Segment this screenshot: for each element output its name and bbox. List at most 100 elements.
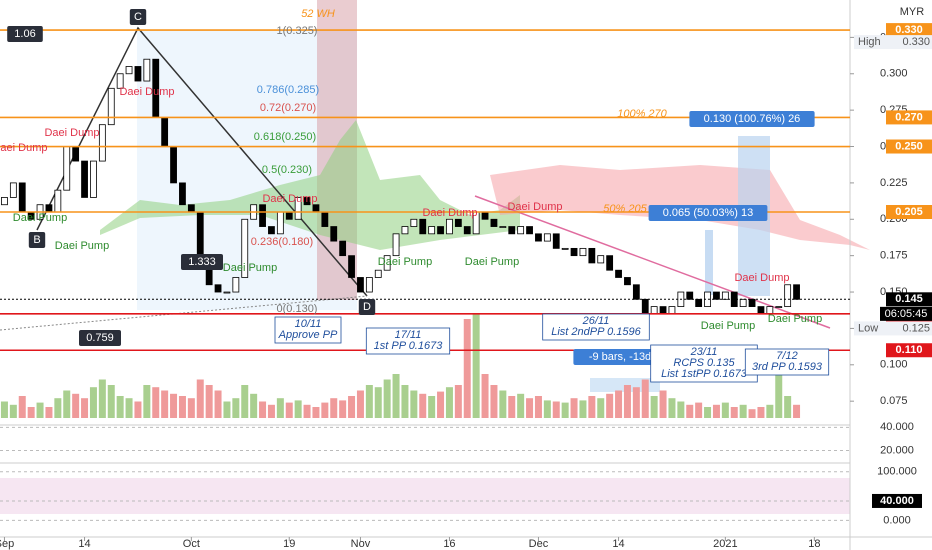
- candle-body: [401, 226, 409, 235]
- annotation-box: [650, 344, 758, 383]
- candle-body: [72, 146, 80, 162]
- volume-bar: [143, 385, 151, 418]
- annotation-box: [79, 330, 121, 346]
- candle-body: [597, 255, 605, 264]
- candle-body: [312, 204, 320, 213]
- volume-bar: [526, 398, 534, 418]
- signal-label: Daei Pump: [223, 262, 277, 274]
- candle-body: [179, 182, 186, 206]
- price-label-box: [886, 343, 932, 358]
- candle-body: [259, 204, 266, 227]
- volume-bar: [161, 390, 169, 418]
- volume-bar: [205, 385, 213, 418]
- signal-label: Daei Pump: [378, 256, 432, 268]
- panel-tick-label: 0.000: [883, 514, 911, 526]
- volume-bar: [561, 402, 569, 418]
- volume-bar: [757, 407, 765, 418]
- annotation: 0.759: [86, 332, 114, 344]
- volume-bar: [588, 396, 596, 418]
- signal-label: Daei Dump: [262, 193, 317, 205]
- volume-bar: [250, 393, 258, 418]
- candle-body: [143, 58, 151, 82]
- candle-body: [45, 204, 53, 213]
- trend-line: [474, 195, 831, 329]
- annotation: D: [363, 301, 371, 313]
- annotation: 50% 205: [603, 203, 647, 215]
- volume-bar: [437, 391, 445, 418]
- annotation: 17/11: [395, 329, 422, 341]
- volume-bar: [615, 390, 623, 418]
- currency: MYR: [900, 6, 925, 18]
- volume-bar: [534, 396, 542, 418]
- volume-bar: [401, 385, 409, 418]
- volume-bar: [374, 387, 382, 418]
- volume-bar: [499, 390, 507, 418]
- annotation: List 1stPP 0.1673: [661, 368, 748, 380]
- candle-body: [552, 233, 560, 249]
- volume-bar: [490, 385, 498, 418]
- candle-body: [330, 226, 338, 242]
- candle-body: [107, 87, 115, 126]
- signal-label: Daei Dump: [422, 207, 477, 219]
- candle-body: [170, 146, 177, 184]
- x-tick-label: Oct: [183, 538, 200, 550]
- volume-bar: [365, 385, 373, 418]
- annotation: -9 bars, -13d: [589, 351, 651, 363]
- volume-bar: [312, 407, 320, 418]
- signal-label: Daei Dump: [44, 127, 99, 139]
- candle-body: [134, 66, 142, 82]
- annotation: 1.333: [188, 256, 216, 268]
- annotation: 0(0.130): [277, 303, 318, 315]
- volume-bar: [214, 390, 222, 418]
- high-box: [854, 35, 932, 50]
- candle-body: [579, 247, 587, 257]
- volume-bar: [517, 393, 525, 418]
- candle-body: [374, 269, 382, 278]
- volume-bar: [178, 396, 186, 418]
- signal-label: Daei Dump: [734, 272, 789, 284]
- candle-body: [18, 182, 26, 213]
- signal-label: Daei Dump: [507, 201, 562, 213]
- panel-tick-label: 100.000: [877, 466, 917, 478]
- price-label: 0.330: [895, 24, 923, 36]
- annotation-box: [573, 349, 667, 365]
- volume-bar: [303, 404, 311, 418]
- volume-bar: [125, 398, 133, 418]
- candle-body: [223, 291, 231, 294]
- y-tick-label: 0.075: [880, 395, 908, 407]
- price-label-box: [886, 110, 932, 125]
- candle-body: [508, 226, 516, 235]
- high-label: High: [858, 36, 881, 48]
- volume-bar: [641, 379, 649, 418]
- volume-bar: [597, 398, 605, 418]
- panel-label-box: [872, 493, 922, 508]
- candle-body: [686, 291, 694, 300]
- candle-body: [357, 277, 364, 293]
- candle-body: [606, 255, 614, 271]
- volume-bar: [508, 396, 516, 418]
- candle-body: [668, 306, 676, 315]
- annotation: 0.618(0.250): [254, 131, 316, 143]
- candle-body: [481, 211, 489, 220]
- candle-body: [757, 306, 765, 315]
- volume-bar: [36, 402, 44, 418]
- annotation-box: [28, 232, 46, 248]
- annotation: 1st PP 0.1673: [374, 340, 444, 352]
- annotation: 0.065 (50.03%) 13: [663, 207, 754, 219]
- volume-bar: [294, 400, 302, 418]
- volume-bar: [232, 398, 240, 418]
- candle-body: [535, 233, 542, 242]
- annotation: 3rd PP 0.1593: [752, 361, 823, 373]
- volume-bar: [445, 387, 453, 418]
- volume-bar: [98, 379, 106, 418]
- price-label-box: [886, 23, 932, 38]
- x-tick-label: 16: [443, 538, 455, 550]
- volume-bar: [45, 407, 53, 418]
- candle-body: [410, 218, 418, 227]
- volume-bar: [695, 402, 703, 418]
- candle-body: [517, 226, 525, 235]
- candle-body: [784, 284, 792, 307]
- candle-body: [187, 204, 195, 213]
- volume-bar: [570, 398, 578, 418]
